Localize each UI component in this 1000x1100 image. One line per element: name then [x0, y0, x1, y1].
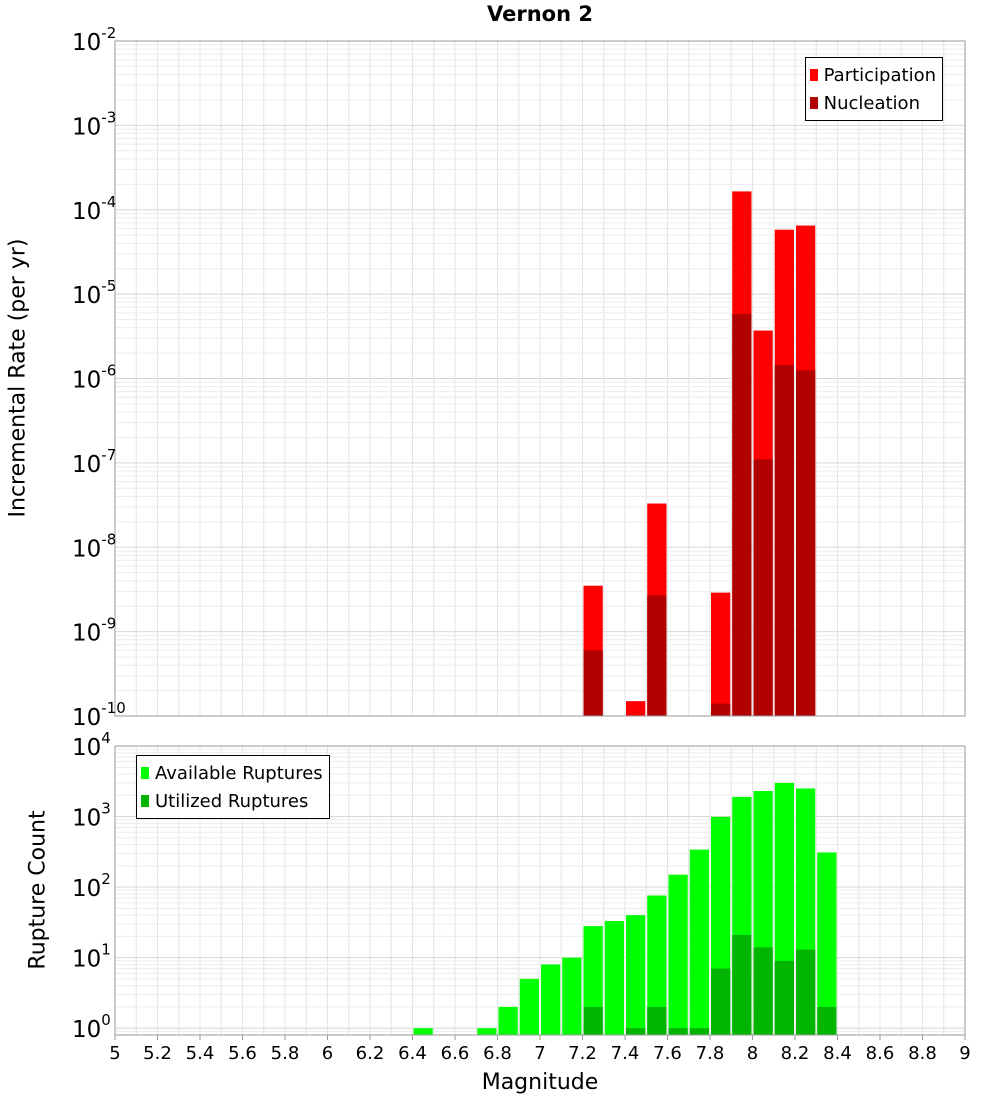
x-tick-label: 8.2 — [781, 1043, 810, 1064]
x-tick-label: 5.8 — [271, 1043, 300, 1064]
x-tick-label: 5.4 — [186, 1043, 215, 1064]
bottom-bar-utilized-ruptures — [774, 960, 794, 1035]
participation-label: Participation — [823, 64, 936, 86]
top-plot-frame — [114, 40, 966, 717]
legend-item-utilized: Utilized Ruptures — [141, 787, 323, 815]
bottom-bar-utilized-ruptures — [796, 949, 816, 1035]
top-y-tick-label: 10-9 — [72, 615, 116, 647]
x-tick-label: 7.4 — [611, 1043, 640, 1064]
bottom-bar-available-ruptures — [647, 895, 667, 1035]
participation-swatch — [809, 69, 818, 81]
bottom-bar-utilized-ruptures — [583, 1006, 603, 1035]
x-tick-label: 5 — [109, 1043, 120, 1064]
top-y-tick-label: 10-6 — [72, 362, 116, 394]
bottom-bar-available-ruptures — [668, 874, 688, 1035]
top-bar-nucleation — [583, 650, 603, 716]
top-y-axis-label: Incremental Rate (per yr) — [5, 238, 31, 518]
bottom-legend: Available Ruptures Utilized Ruptures — [136, 755, 330, 819]
top-y-tick-label: 10-4 — [72, 193, 116, 225]
top-y-tick-label: 10-8 — [72, 530, 116, 562]
legend-item-nucleation: Nucleation — [809, 89, 936, 117]
bottom-bar-available-ruptures — [689, 849, 709, 1035]
bottom-bar-utilized-ruptures — [647, 1006, 667, 1035]
legend-item-participation: Participation — [809, 61, 936, 89]
bottom-y-tick-label: 103 — [72, 800, 111, 832]
bottom-bar-utilized-ruptures — [711, 968, 731, 1035]
x-tick-label: 9 — [959, 1043, 970, 1064]
x-tick-label: 8.6 — [866, 1043, 895, 1064]
top-bar-nucleation — [732, 314, 752, 716]
x-tick-label: 6.2 — [356, 1043, 385, 1064]
bottom-bar-available-ruptures — [562, 957, 582, 1035]
bottom-y-tick-label: 102 — [72, 870, 111, 902]
top-bar-nucleation — [796, 370, 816, 716]
bottom-bar-available-ruptures — [477, 1028, 497, 1035]
x-tick-label: 7 — [534, 1043, 545, 1064]
top-bar-participation — [711, 592, 731, 716]
x-axis-label: Magnitude — [481, 1070, 599, 1095]
top-y-tick-label: 10-3 — [72, 108, 116, 140]
x-tick-label: 5.2 — [143, 1043, 172, 1064]
bottom-y-tick-label: 101 — [72, 941, 111, 973]
top-plot-bars — [583, 191, 816, 717]
bottom-bar-available-ruptures — [498, 1006, 518, 1035]
bottom-bar-available-ruptures — [604, 921, 624, 1035]
utilized-swatch — [141, 795, 149, 807]
x-tick-label: 7.8 — [696, 1043, 725, 1064]
bottom-bar-utilized-ruptures — [626, 1028, 646, 1035]
top-bar-nucleation — [647, 595, 667, 716]
x-axis-ticks: 5 5.2 5.4 5.6 5.8 6 6.2 6.4 6.6 6.8 7 7.2 7.4 7.6 7.8 8… — [109, 1035, 971, 1064]
x-tick-label: 6.4 — [398, 1043, 427, 1064]
bottom-y-axis-label: Rupture Count — [25, 810, 51, 970]
x-tick-label: 6.8 — [483, 1043, 512, 1064]
utilized-label: Utilized Ruptures — [155, 790, 309, 812]
bottom-bar-utilized-ruptures — [817, 1006, 837, 1035]
nucleation-swatch — [809, 97, 818, 109]
available-label: Available Ruptures — [155, 762, 323, 784]
bottom-bar-utilized-ruptures — [753, 947, 773, 1035]
top-plot-y-ticks: 10-2 10-3 10-4 10-5 10-6 10-7 10-8 10-9 10-10 — [72, 24, 126, 731]
top-y-tick-label: 10-7 — [72, 446, 116, 478]
x-tick-label: 8 — [747, 1043, 758, 1064]
top-y-tick-label: 10-5 — [72, 277, 116, 309]
top-plot-grid — [115, 40, 965, 717]
top-bar-nucleation — [711, 703, 731, 716]
bottom-bar-available-ruptures — [626, 915, 646, 1035]
bottom-y-tick-label: 100 — [72, 1011, 111, 1043]
x-tick-label: 8.8 — [908, 1043, 937, 1064]
bottom-plot-y-ticks: 104 103 102 101 100 — [72, 729, 111, 1043]
bottom-y-tick-label: 104 — [72, 729, 111, 761]
bottom-bar-available-ruptures — [817, 852, 837, 1035]
x-tick-label: 5.6 — [228, 1043, 257, 1064]
bottom-bar-available-ruptures — [413, 1028, 433, 1035]
x-tick-label: 7.2 — [568, 1043, 597, 1064]
top-y-tick-label: 10-2 — [72, 24, 116, 56]
bottom-bar-utilized-ruptures — [689, 1028, 709, 1035]
bottom-plot-bars — [413, 782, 837, 1035]
x-tick-label: 6.6 — [441, 1043, 470, 1064]
top-bar-participation — [626, 701, 646, 716]
top-bar-nucleation — [774, 364, 794, 716]
chart-title: Vernon 2 — [487, 2, 593, 26]
bottom-bar-available-ruptures — [541, 964, 561, 1035]
bottom-bar-utilized-ruptures — [668, 1028, 688, 1035]
legend-item-available: Available Ruptures — [141, 759, 323, 787]
top-bar-nucleation — [753, 459, 773, 716]
nucleation-label: Nucleation — [823, 92, 920, 114]
top-y-tick-label: 10-10 — [72, 699, 126, 731]
x-tick-label: 6 — [322, 1043, 333, 1064]
top-legend: Participation Nucleation — [804, 57, 943, 121]
bottom-bar-available-ruptures — [519, 978, 539, 1035]
x-tick-label: 7.6 — [653, 1043, 682, 1064]
x-tick-label: 8.4 — [823, 1043, 852, 1064]
bottom-bar-utilized-ruptures — [732, 934, 752, 1035]
available-swatch — [141, 767, 149, 779]
